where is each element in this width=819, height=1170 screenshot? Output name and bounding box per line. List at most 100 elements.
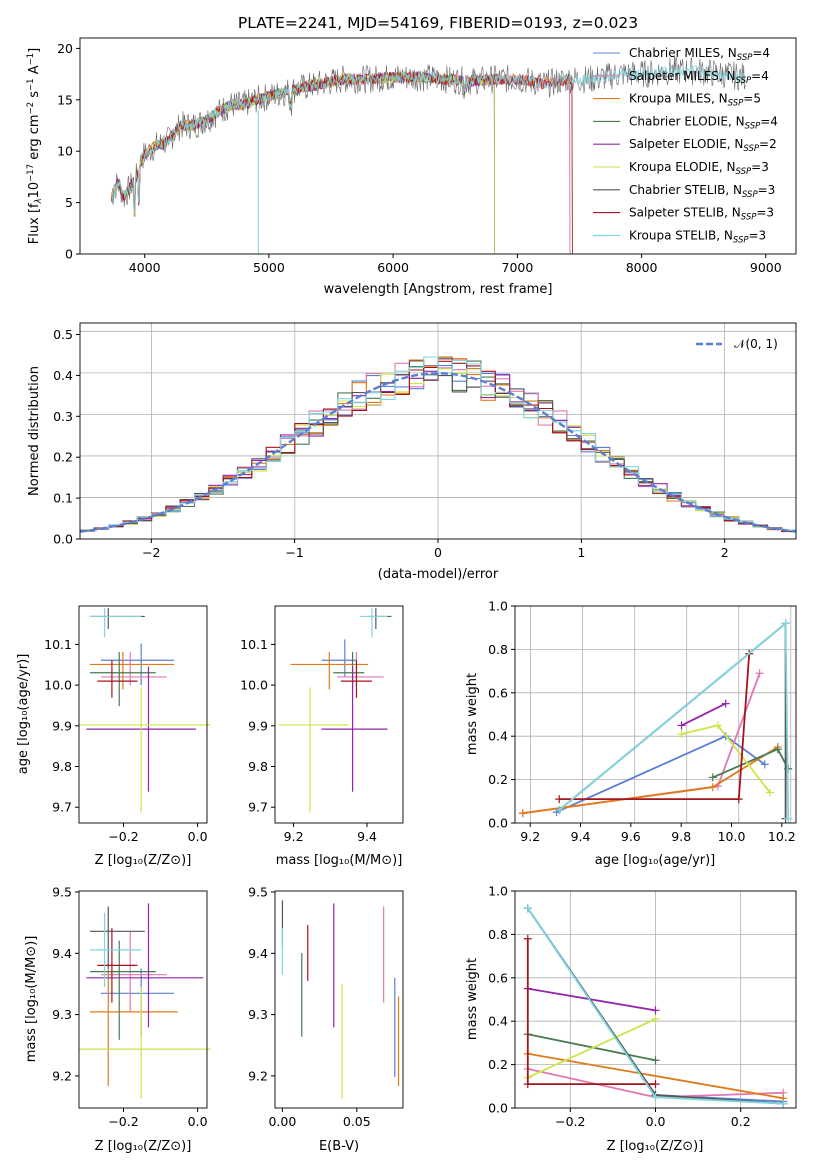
y-tick: 0.2 [53,450,80,465]
y-tick: 0 [65,247,80,262]
mass-ebv-errorbars [281,900,400,1099]
mw-z-xlabel: Z [log₁₀(Z/Z⊙)] [607,1139,704,1154]
histogram-legend: 𝒩(0, 1) [696,337,778,351]
svg-text:9.4: 9.4 [52,946,72,961]
y-tick: 0.1 [53,491,80,506]
point-marker-salpeter-stelib [555,795,564,804]
point-marker-kroupa-stelib [651,1093,660,1102]
svg-text:0.4: 0.4 [488,1014,508,1029]
svg-text:−0.2: −0.2 [108,1114,138,1129]
point-marker-kroupa-elodie [677,730,686,739]
point-marker-chabrier-elodie [708,773,717,782]
point-marker-salpeter-stelib [734,795,743,804]
series-line-salpeter-elodie [681,702,727,727]
mass-z-xlabel: Z [log₁₀(Z/Z⊙)] [95,1139,192,1154]
svg-text:0.6: 0.6 [488,970,508,985]
x-tick: −0.2 [108,823,139,844]
svg-text:10.0: 10.0 [44,678,72,693]
age-vs-mass-panel: 9.2 9.4 9.7 9.8 9.9 10.0 10.1 mass [log₁… [240,605,404,868]
x-tick: 0.2 [731,1108,751,1129]
svg-text:9.2: 9.2 [284,829,304,844]
svg-text:15: 15 [57,92,73,107]
x-tick: 0.05 [343,1108,371,1129]
series-line-chabrier-elodie [527,1033,656,1062]
spectrum-lines [111,56,746,255]
svg-text:9.8: 9.8 [248,759,268,774]
y-tick: 10 [57,144,80,159]
svg-text:9.5: 9.5 [52,885,72,900]
svg-text:6000: 6000 [377,260,409,275]
x-tick: 1 [577,539,585,560]
svg-text:10.0: 10.0 [718,829,746,844]
svg-text:0.5: 0.5 [53,327,73,342]
svg-text:9.9: 9.9 [248,718,268,733]
x-tick: 9.6 [621,823,641,844]
y-tick: 0.4 [488,1014,515,1029]
histogram-ticks: −2 −1 0 1 2 0.0 0.1 0.2 0.3 0.4 0.5 [53,327,729,560]
mass-ebv-xlabel: E(B-V) [319,1139,359,1154]
svg-text:0.0: 0.0 [188,1114,208,1129]
figure-title: PLATE=2241, MJD=54169, FIBERID=0193, z=0… [238,14,638,32]
svg-text:1: 1 [577,545,585,560]
svg-text:0.2: 0.2 [731,1114,751,1129]
svg-text:10: 10 [57,144,73,159]
massweight-vs-metallicity-panel: −0.2 0.0 0.2 0.0 0.2 0.4 0.6 0.8 1.0 Z [… [465,884,797,1154]
y-tick: 9.7 [248,800,275,815]
y-tick: 0.6 [488,685,515,700]
point-marker-kroupa-stelib [523,904,532,913]
point-marker-kroupa-elodie [765,788,774,797]
svg-text:9.4: 9.4 [571,829,591,844]
svg-text:0.00: 0.00 [268,1114,296,1129]
mass-ebv-ticks: 0.00 0.05 9.2 9.3 9.4 9.5 [248,885,371,1130]
y-tick: 0.2 [488,772,515,787]
svg-text:0.2: 0.2 [488,772,508,787]
svg-text:5000: 5000 [253,260,285,275]
age-z-errorbars [79,608,211,813]
y-tick: 9.2 [52,1068,79,1083]
y-tick: 10.1 [240,637,275,652]
legend-label-kroupa-miles: Kroupa MILES, NSSP=5 [629,92,761,109]
series-line-salpeter-elodie [527,987,656,1012]
point-marker-kroupa-stelib [781,619,790,628]
y-tick: 0.4 [488,729,515,744]
spectrum-frame [79,37,797,255]
y-tick: 0.4 [53,368,80,383]
spectrum-panel: 4000 5000 6000 7000 8000 9000 0 5 10 15 … [26,37,797,297]
svg-text:9.4: 9.4 [248,946,268,961]
svg-text:0: 0 [434,545,442,560]
svg-text:9.7: 9.7 [248,800,268,815]
point-marker-salpeter-stelib [523,1080,532,1089]
y-tick: 0.5 [53,327,80,342]
svg-text:0.4: 0.4 [488,729,508,744]
point-marker-salpeter-elodie [677,721,686,730]
svg-text:0.3: 0.3 [53,409,73,424]
histogram-xlabel: (data-model)/error [378,567,499,582]
legend-label-chabrier-miles: Chabrier MILES, NSSP=4 [629,46,770,63]
y-tick: 9.3 [248,1007,275,1022]
mw-z-ylabel: mass weight [465,958,480,1040]
svg-text:0.0: 0.0 [488,816,508,831]
legend-label-kroupa-stelib: Kroupa STELIB, NSSP=3 [629,228,766,245]
x-tick: 9.8 [671,823,691,844]
svg-text:10.2: 10.2 [768,829,796,844]
y-tick: 10.1 [44,637,79,652]
y-tick: 9.5 [248,885,275,900]
age-mass-ticks: 9.2 9.4 9.7 9.8 9.9 10.0 10.1 [240,637,377,844]
mw-age-xlabel: age [log₁₀(age/yr)] [595,853,716,868]
svg-text:9.7: 9.7 [52,800,72,815]
y-tick: 20 [57,41,80,56]
y-tick: 9.9 [52,718,79,733]
hist-step-kroupa-stelib [80,356,796,532]
legend-label-chabrier-elodie: Chabrier ELODIE, NSSP=4 [629,114,778,131]
spectrum-line-kroupa-stelib [111,65,746,212]
svg-text:0.2: 0.2 [488,1057,508,1072]
point-marker-kroupa-miles [518,809,527,818]
series-line-kroupa-elodie [527,1018,656,1079]
y-tick: 9.8 [248,759,275,774]
point-marker-kroupa-elodie [651,1015,660,1024]
y-tick: 9.7 [52,800,79,815]
normal-curve [79,372,797,533]
svg-text:10.0: 10.0 [240,678,268,693]
x-tick: 0 [434,539,442,560]
